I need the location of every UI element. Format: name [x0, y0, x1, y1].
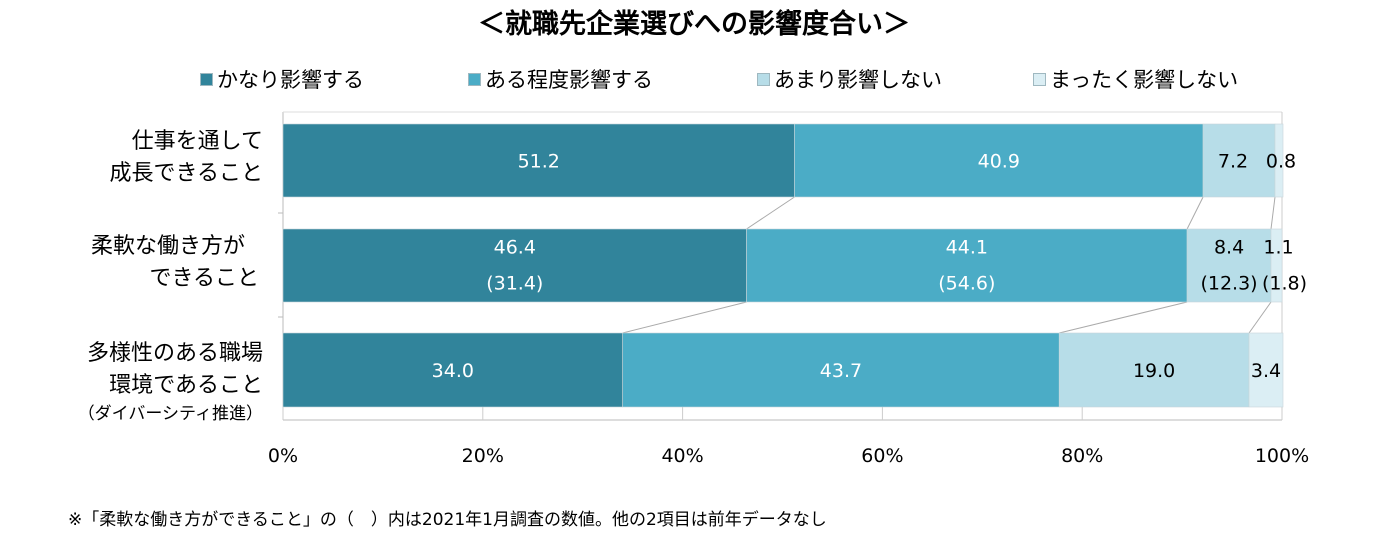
legend-item: あまり影響しない: [757, 64, 942, 94]
category-subline: （ダイバーシティ推進）: [77, 404, 263, 424]
data-label: 46.4: [494, 237, 536, 259]
data-label: 34.0: [432, 360, 474, 382]
legend-label: まったく影響しない: [1050, 68, 1239, 92]
legend-swatch: [200, 72, 213, 86]
series-connector-line: [1059, 301, 1188, 334]
data-label: 40.9: [978, 151, 1020, 173]
data-label: 43.7: [820, 360, 862, 382]
series-connector-line: [1186, 196, 1204, 230]
footnote: ※「柔軟な働き方ができること」の（ ）内は2021年1月調査の数値。他の2項目は…: [68, 510, 827, 530]
data-label-previous: (31.4): [486, 273, 543, 295]
data-label: 3.4: [1251, 360, 1281, 382]
category-line: できること: [149, 266, 259, 291]
legend-swatch: [757, 72, 770, 86]
legend-item: ある程度影響する: [468, 64, 653, 94]
bar-segment: [282, 228, 747, 303]
bar-segment: [622, 332, 1060, 408]
bar-segment: [1270, 228, 1283, 303]
series-connector-line: [746, 196, 795, 230]
bar-segment: [1248, 332, 1284, 408]
legend-item: まったく影響しない: [1033, 64, 1238, 94]
data-label: 7.2: [1218, 151, 1248, 173]
category-label: 多様性のある職場 環境であること （ダイバーシティ推進）: [78, 338, 263, 426]
data-label: 19.0: [1133, 360, 1175, 382]
bar-segment: [1202, 123, 1276, 198]
bar-segment: [1274, 123, 1284, 198]
bar-segment: [1186, 228, 1272, 303]
series-connector-line: [622, 301, 747, 334]
legend-label: ある程度影響する: [485, 68, 653, 92]
data-label: 8.4: [1214, 237, 1244, 259]
category-label: 柔軟な働き方が できること: [90, 231, 259, 295]
data-label: 51.2: [518, 151, 560, 173]
data-label-previous: (54.6): [938, 273, 995, 295]
x-tick-label: 20%: [462, 445, 504, 467]
chart-title: ＜就職先企業選びへの影響度合い＞: [478, 9, 910, 40]
legend: かなり影響する ある程度影響する あまり影響しない まったく影響しない: [0, 64, 1388, 94]
bar-segment: [282, 123, 795, 198]
series-connector-line: [1270, 196, 1276, 230]
series-connector-line: [1248, 301, 1272, 334]
x-tick-label: 40%: [661, 445, 703, 467]
legend-label: かなり影響する: [217, 68, 364, 92]
data-label-previous: (1.8): [1262, 273, 1307, 295]
category-line: 多様性のある職場: [86, 341, 263, 366]
data-label: 0.8: [1266, 151, 1296, 173]
bar-segment: [282, 332, 623, 408]
bar-segment: [746, 228, 1188, 303]
x-tick-label: 100%: [1255, 445, 1309, 467]
category-line: 環境であること: [109, 373, 263, 398]
category-label: 仕事を通して 成長できること: [109, 126, 263, 190]
legend-swatch: [1033, 72, 1046, 86]
legend-label: あまり影響しない: [774, 68, 942, 92]
legend-swatch: [468, 72, 481, 86]
data-label-previous: (12.3): [1200, 273, 1257, 295]
category-line: 柔軟な働き方が: [90, 234, 245, 259]
data-label: 1.1: [1263, 237, 1293, 259]
category-line: 仕事を通して: [131, 129, 263, 154]
x-tick-label: 60%: [861, 445, 903, 467]
bar-segment: [794, 123, 1204, 198]
category-line: 成長できること: [109, 161, 263, 186]
x-tick-label: 0%: [268, 445, 298, 467]
data-label: 44.1: [946, 237, 988, 259]
bar-segment: [1058, 332, 1250, 408]
x-tick-label: 80%: [1061, 445, 1103, 467]
legend-item: かなり影響する: [200, 64, 364, 94]
